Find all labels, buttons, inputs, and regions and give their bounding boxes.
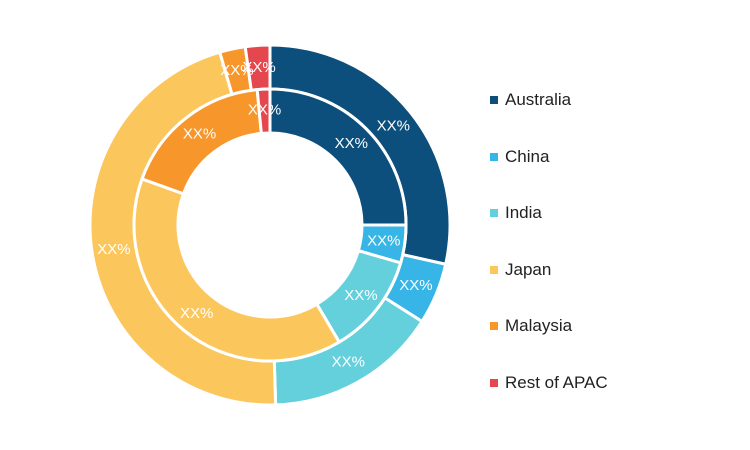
legend-swatch-china	[490, 152, 498, 161]
legend-item-china: China	[490, 129, 608, 186]
outer-slice-label-malaysia: XX%	[220, 62, 253, 79]
inner-slice-label-india: XX%	[344, 287, 377, 304]
legend-swatch-japan	[490, 265, 498, 274]
legend-swatch-india	[490, 209, 498, 218]
inner-slice-label-malaysia: XX%	[183, 126, 216, 143]
legend-item-malaysia: Malaysia	[490, 298, 608, 355]
legend-label-india: India	[505, 203, 542, 223]
outer-slice-label-rest-of-apac: XX%	[242, 59, 275, 76]
legend-swatch-australia	[490, 96, 498, 105]
inner-slice-rest-of-apac	[255, 87, 272, 136]
inner-slice-japan	[132, 177, 342, 363]
legend-label-malaysia: Malaysia	[505, 316, 573, 336]
outer-slice-label-china: XX%	[399, 277, 432, 294]
legend-item-japan: Japan	[490, 242, 608, 299]
outer-ring	[88, 43, 452, 407]
legend-label-china: China	[505, 146, 550, 166]
inner-slice-label-australia: XX%	[335, 135, 368, 152]
legend-label-australia: Australia	[505, 90, 572, 110]
slice-labels: XX%XX%XX%XX%XX%XX%XX%XX%XX%XX%XX%XX%	[97, 59, 432, 371]
legend-label-rest-of-apac: Rest of APAC	[505, 372, 608, 392]
inner-slice-label-china: XX%	[367, 233, 400, 250]
legend-swatch-malaysia	[490, 322, 498, 331]
legend-label-japan: Japan	[505, 259, 552, 279]
inner-slice-label-japan: XX%	[180, 305, 213, 322]
legend-item-rest-of-apac: Rest of APAC	[490, 355, 608, 412]
outer-slice-label-japan: XX%	[97, 241, 130, 258]
outer-slice-label-australia: XX%	[377, 118, 410, 135]
legend-swatch-rest-of-apac	[490, 378, 498, 387]
outer-slice-label-india: XX%	[332, 354, 365, 371]
inner-slice-label-rest-of-apac: XX%	[248, 102, 281, 119]
inner-ring	[132, 87, 408, 363]
legend: Australia China India Japan Malaysia Rest of …	[490, 72, 608, 411]
legend-item-india: India	[490, 185, 608, 242]
legend-item-australia: Australia	[490, 72, 608, 129]
